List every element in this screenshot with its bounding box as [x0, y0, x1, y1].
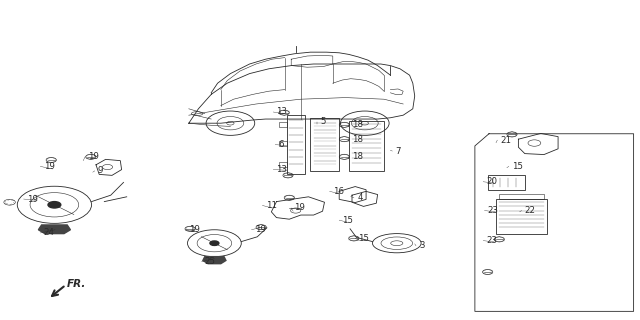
Text: 24: 24	[44, 228, 54, 237]
Text: 19: 19	[255, 225, 266, 234]
Text: 25: 25	[205, 257, 216, 266]
Text: TWA4B1300D: TWA4B1300D	[584, 0, 637, 2]
Bar	[496, 199, 547, 234]
Bar	[279, 162, 287, 167]
Bar	[349, 121, 384, 171]
Text: 23: 23	[488, 206, 499, 215]
Text: 9: 9	[98, 166, 103, 175]
Text: FR.: FR.	[67, 279, 86, 289]
Text: 21: 21	[500, 136, 511, 145]
Bar	[279, 141, 287, 146]
Text: 19: 19	[294, 204, 305, 212]
Text: 11: 11	[266, 201, 276, 210]
Circle shape	[210, 241, 219, 245]
Circle shape	[48, 202, 61, 208]
Text: 22: 22	[525, 206, 536, 215]
Text: 18: 18	[352, 152, 363, 161]
Bar	[499, 194, 544, 199]
Bar	[488, 175, 525, 190]
Bar	[279, 122, 287, 127]
Text: 7: 7	[396, 147, 401, 156]
Text: 5: 5	[320, 117, 326, 126]
Text: 23: 23	[486, 236, 497, 245]
Polygon shape	[38, 225, 70, 234]
Text: 15: 15	[358, 234, 369, 243]
Text: 19: 19	[88, 152, 99, 161]
Text: 18: 18	[352, 135, 363, 144]
Text: 4: 4	[357, 193, 363, 202]
Text: 19: 19	[44, 162, 54, 171]
Text: 15: 15	[342, 216, 353, 225]
Text: 13: 13	[276, 108, 287, 116]
Polygon shape	[203, 257, 226, 264]
Text: 18: 18	[352, 120, 363, 129]
Bar	[310, 118, 339, 171]
Bar	[287, 115, 305, 174]
Text: 16: 16	[333, 187, 344, 196]
Text: 6: 6	[278, 140, 284, 149]
Text: 15: 15	[512, 162, 523, 171]
Text: 13: 13	[276, 165, 287, 174]
Text: 19: 19	[27, 195, 38, 204]
Text: 20: 20	[486, 177, 497, 186]
Text: 19: 19	[189, 225, 200, 234]
Text: 3: 3	[419, 241, 425, 250]
